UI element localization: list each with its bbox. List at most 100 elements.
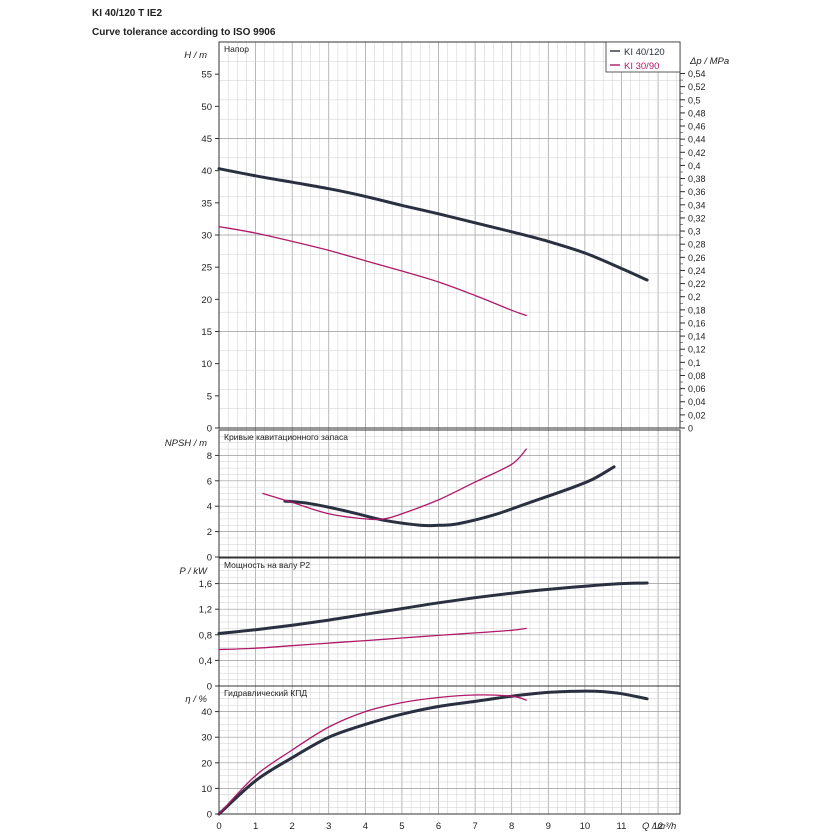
panel-frame <box>218 429 681 558</box>
x-tick-label: 1 <box>253 821 258 832</box>
y-tick-label: 0 <box>207 553 212 564</box>
legend-label: KI 40/120 <box>624 47 665 58</box>
y-tick-label: 20 <box>201 758 212 769</box>
y-tick-label: 0,4 <box>199 656 212 667</box>
legend-label: KI 30/90 <box>624 61 659 72</box>
x-tick-label: 9 <box>546 821 551 832</box>
series-line-ki-30-90-head <box>218 225 527 317</box>
secondary-tick-label: 0,36 <box>688 187 706 197</box>
x-tick-label: 8 <box>509 821 514 832</box>
secondary-tick-label: 0,26 <box>688 253 706 263</box>
y-tick-label: 40 <box>201 166 212 177</box>
x-axis: 0 1 2 3 4 5 6 7 8 9 10 11 12Q / m³/h <box>216 821 676 832</box>
y-tick-label: 30 <box>201 733 212 744</box>
secondary-tick-label: 0,3 <box>688 227 701 237</box>
series-line-ki-40-120-head <box>217 167 649 282</box>
panel-title: Гидравлический КПД <box>224 688 307 698</box>
y-tick-label: 20 <box>201 295 212 306</box>
panel-head: 0 5 10 15 20 25 30 35 40 45 50 55 H / m Напор 0 0,02 0,0… <box>184 41 729 435</box>
legend: KI 40/120 KI 30/90 <box>605 41 681 73</box>
y-tick-label: 1,6 <box>199 579 212 590</box>
y-tick-label: 6 <box>207 476 212 487</box>
x-tick-label: 7 <box>472 821 477 832</box>
secondary-tick-label: 0,04 <box>688 397 706 407</box>
y-tick-label: 45 <box>201 134 212 145</box>
y-tick-label: 1,2 <box>199 605 212 616</box>
series-line-ki-30-90-efficiency <box>218 694 527 815</box>
chart-title: KI 40/120 T IE2 <box>92 8 163 19</box>
panel-frame <box>218 685 681 815</box>
secondary-tick-label: 0,52 <box>688 82 706 92</box>
series-line-ki-30-90-power <box>218 627 527 651</box>
secondary-tick-label: 0,48 <box>688 108 706 118</box>
x-tick-label: 6 <box>436 821 441 832</box>
y-tick-label: 5 <box>207 391 212 402</box>
y-tick-label: 50 <box>201 102 212 113</box>
series-line-ki-40-120-power <box>217 581 649 635</box>
secondary-tick-label: 0,28 <box>688 240 706 250</box>
x-tick-label: 2 <box>290 821 295 832</box>
secondary-tick-label: 0,2 <box>688 292 701 302</box>
secondary-tick-label: 0,18 <box>688 305 706 315</box>
y-tick-label: 25 <box>201 263 212 274</box>
y-tick-label: 35 <box>201 198 212 209</box>
y-tick-label: 10 <box>201 784 212 795</box>
y-tick-label: 0 <box>207 682 212 693</box>
chart-subtitle: Curve tolerance according to ISO 9906 <box>92 27 276 38</box>
y-axis-label: NPSH / m <box>165 438 207 449</box>
secondary-tick-label: 0,44 <box>688 135 706 145</box>
secondary-tick-label: 0,34 <box>688 200 706 210</box>
secondary-tick-label: 0,14 <box>688 332 706 342</box>
secondary-tick-label: 0,32 <box>688 213 706 223</box>
y-tick-label: 0 <box>207 810 212 821</box>
x-axis-label: Q / m³/h <box>642 821 676 832</box>
x-tick-label: 12 <box>653 821 664 832</box>
y-tick-label: 0,8 <box>199 630 212 641</box>
secondary-tick-label: 0,08 <box>688 371 706 381</box>
secondary-tick-label: 0,02 <box>688 410 706 420</box>
y-axis-label: H / m <box>184 50 207 61</box>
y-axis-label: η / % <box>185 694 207 705</box>
secondary-tick-label: 0,16 <box>688 318 706 328</box>
x-tick-label: 3 <box>326 821 331 832</box>
y-tick-label: 30 <box>201 231 212 242</box>
x-tick-label: 10 <box>580 821 591 832</box>
y-tick-label: 4 <box>207 502 212 513</box>
y-tick-label: 0 <box>207 424 212 435</box>
panel-title: Кривые кавитационного запаса <box>224 432 348 442</box>
secondary-tick-label: 0,46 <box>688 122 706 132</box>
x-tick-label: 5 <box>399 821 404 832</box>
series-line-ki-30-90-npsh <box>262 448 527 521</box>
secondary-tick-label: 0,54 <box>688 69 706 79</box>
panel-title: Напор <box>224 44 249 54</box>
secondary-axis-label: Δp / MPa <box>689 56 729 67</box>
y-axis-label: P / kW <box>179 566 208 577</box>
y-tick-label: 10 <box>201 359 212 370</box>
y-tick-label: 2 <box>207 527 212 538</box>
x-tick-label: 4 <box>363 821 368 832</box>
legend-box <box>605 41 681 73</box>
secondary-tick-label: 0,24 <box>688 266 706 276</box>
secondary-tick-label: 0,38 <box>688 174 706 184</box>
x-tick-label: 11 <box>617 821 627 832</box>
x-tick-label: 0 <box>216 821 221 832</box>
panel-efficiency: 0 10 20 30 40 η / % Гидравлический КПД <box>185 685 681 821</box>
y-tick-label: 55 <box>201 70 212 81</box>
panel-power: 0 0,4 0,8 1,2 1,6 P / kW Мощность на валу P2 <box>179 557 681 693</box>
secondary-tick-label: 0,4 <box>688 161 701 171</box>
secondary-tick-label: 0,1 <box>688 358 701 368</box>
series-line-ki-40-120-npsh <box>283 465 616 528</box>
secondary-tick-label: 0,22 <box>688 279 706 289</box>
secondary-tick-label: 0 <box>688 424 693 434</box>
panel-title: Мощность на валу P2 <box>224 560 310 570</box>
secondary-tick-label: 0,42 <box>688 148 706 158</box>
secondary-tick-label: 0,06 <box>688 384 706 394</box>
secondary-tick-label: 0,5 <box>688 95 701 105</box>
series-line-ki-40-120-efficiency <box>217 689 649 816</box>
y-tick-label: 15 <box>201 327 212 338</box>
y-tick-label: 40 <box>201 707 212 718</box>
y-tick-label: 8 <box>207 451 212 462</box>
secondary-tick-label: 0,12 <box>688 345 706 355</box>
